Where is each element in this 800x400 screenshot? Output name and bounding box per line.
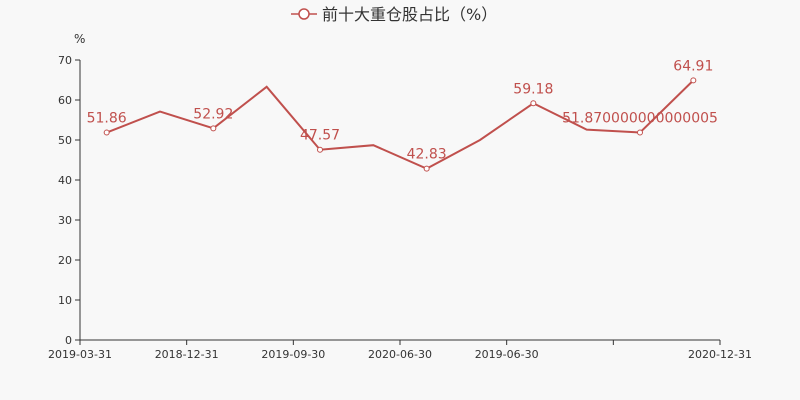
- data-label: 59.18: [513, 81, 553, 97]
- x-tick-label: 2019-06-30: [475, 348, 539, 361]
- y-axis-unit-label: %: [74, 32, 85, 46]
- y-tick-label: 60: [58, 94, 72, 107]
- y-tick-label: 20: [58, 254, 72, 267]
- x-tick-label: 2020-12-31: [688, 348, 752, 361]
- x-tick-label: 2018-12-31: [155, 348, 219, 361]
- y-tick-label: 70: [58, 54, 72, 67]
- data-point[interactable]: [103, 129, 110, 136]
- y-tick-label: 30: [58, 214, 72, 227]
- y-tick-label: 0: [65, 334, 72, 347]
- series-line: [106, 79, 695, 170]
- data-label: 51.86: [87, 111, 127, 127]
- data-label: 51.870000000000005: [562, 111, 718, 127]
- data-label: 42.83: [407, 147, 447, 163]
- data-point[interactable]: [637, 129, 643, 136]
- legend[interactable]: 前十大重仓股占比（%）: [291, 5, 497, 24]
- legend-marker-icon: [298, 8, 310, 20]
- data-point[interactable]: [317, 146, 323, 153]
- data-point[interactable]: [423, 165, 430, 172]
- series-layer: 51.86 52.92 47.57 42.83 59.18 51.870000000000…: [87, 58, 718, 172]
- data-label: 52.92: [193, 106, 233, 122]
- y-tick-label: 10: [58, 294, 72, 307]
- axes: 0 10 20 30 40 50 60 70 2019-03-31 2018-12-31 2019-…: [48, 54, 752, 361]
- x-tick-label: 2020-06-30: [368, 348, 432, 361]
- data-point[interactable]: [530, 100, 537, 107]
- y-tick-label: 50: [58, 134, 72, 147]
- data-point[interactable]: [690, 77, 697, 84]
- chart-title: 前十大重仓股占比（%）: [322, 5, 497, 24]
- data-label: 64.91: [673, 58, 713, 74]
- x-tick-label: 2019-03-31: [48, 348, 112, 361]
- data-label: 47.57: [300, 128, 340, 144]
- data-point[interactable]: [210, 125, 217, 132]
- y-tick-label: 40: [58, 174, 72, 187]
- x-tick-label: 2019-09-30: [261, 348, 325, 361]
